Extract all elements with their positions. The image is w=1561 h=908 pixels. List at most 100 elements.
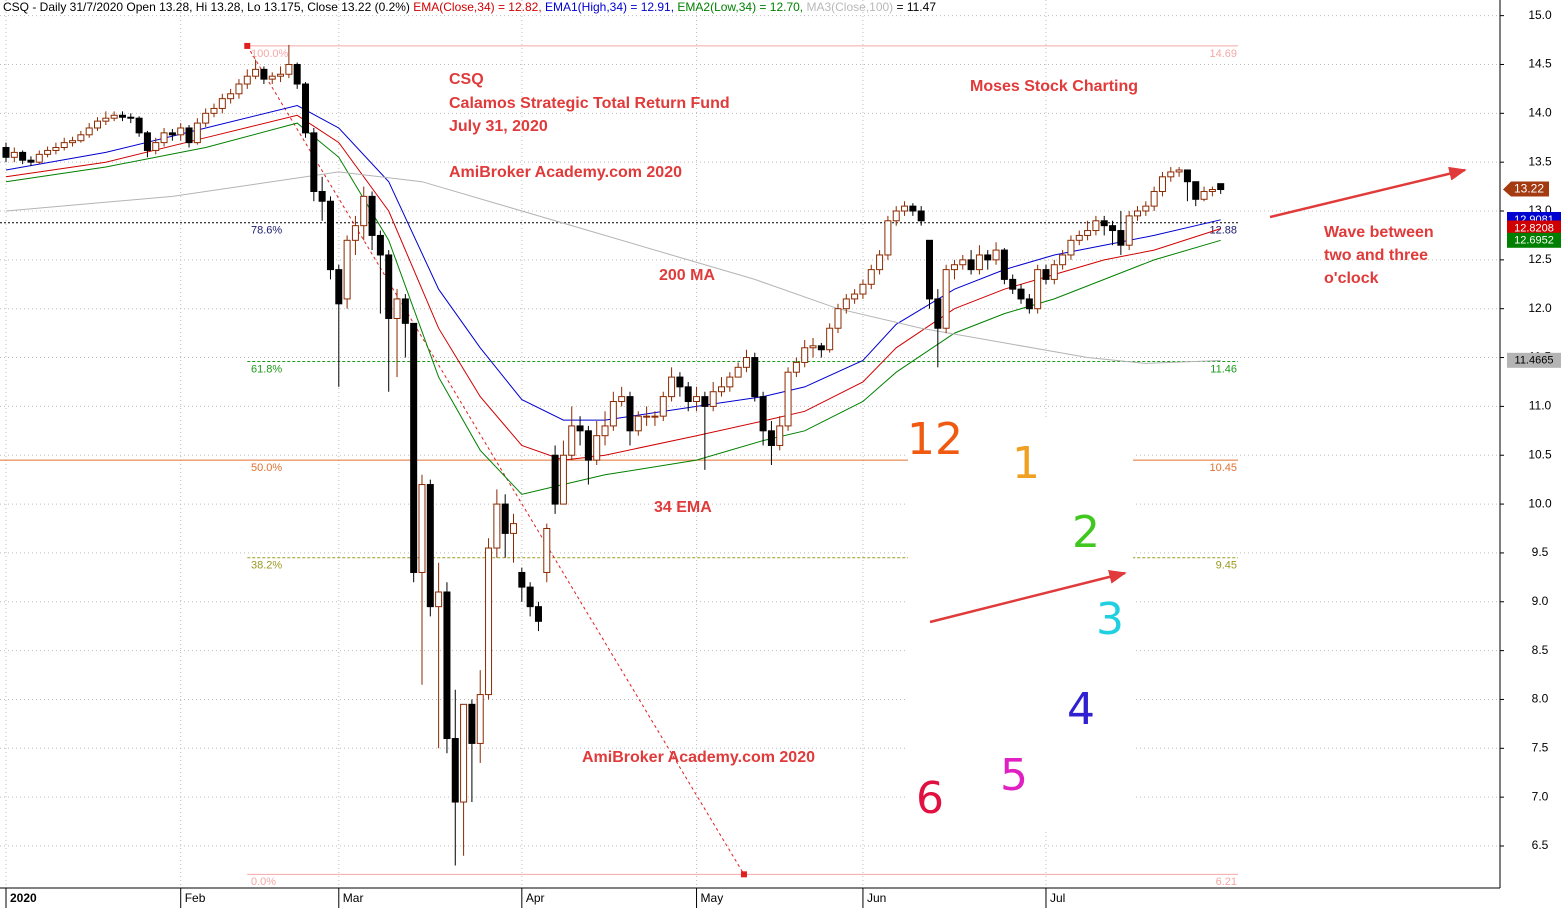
candle-body [426, 484, 434, 608]
candle-body [701, 396, 709, 407]
candle-body [676, 376, 684, 388]
candle-body [310, 132, 318, 192]
fib-value: 14.69 [1209, 48, 1237, 60]
candle-body [285, 63, 293, 75]
candle-body [742, 357, 750, 368]
header: CSQ - Daily 31/7/2020 Open 13.28, Hi 13.… [3, 0, 936, 14]
candle-body [193, 122, 201, 144]
annotation: CSQ [449, 71, 484, 88]
candle-body [1183, 169, 1191, 183]
candle-body [135, 117, 143, 134]
candle-body [493, 503, 501, 549]
candle-body [443, 591, 451, 740]
candle-body [69, 140, 77, 144]
candle-body [351, 225, 359, 241]
y-tick-label: 15.0 [1528, 8, 1552, 22]
candle-body [368, 195, 376, 236]
candle-body [94, 120, 102, 129]
y-tick-label: 12.5 [1528, 252, 1552, 266]
candle-body [767, 430, 775, 446]
candle-body [1217, 183, 1225, 191]
price-badge-label: 12.6952 [1514, 235, 1554, 247]
candle-body [1158, 176, 1166, 192]
candle-body [385, 254, 393, 319]
candle-body [1142, 205, 1150, 212]
fib-percent: 61.8% [251, 363, 282, 375]
candle-body [651, 415, 659, 418]
candle-body [435, 591, 443, 608]
candle-body [584, 430, 592, 461]
candle-body [451, 738, 459, 803]
clock-backdrop [908, 420, 1133, 832]
indicator-line [5, 114, 1221, 461]
candle-body [593, 435, 601, 461]
candle-body [1042, 269, 1050, 280]
candle-body [817, 345, 825, 351]
candle-body [118, 114, 126, 118]
candle-body [177, 127, 185, 136]
candle-body [1100, 220, 1108, 227]
candle-body [185, 127, 193, 144]
y-tick-label: 10.5 [1528, 447, 1552, 461]
candle-body [1067, 239, 1075, 256]
candle-body [518, 571, 526, 588]
fib-percent: 38.2% [251, 560, 282, 572]
candle-body [759, 396, 767, 432]
candle-body [826, 327, 834, 351]
candle-body [926, 239, 934, 300]
fib-percent: 78.6% [251, 225, 282, 237]
candle-body [684, 386, 692, 403]
candle-body [884, 220, 892, 256]
clock-number: 1 [1012, 438, 1040, 489]
candle-body [318, 190, 326, 202]
y-tick-label: 9.0 [1532, 594, 1549, 608]
candle-body [210, 107, 218, 114]
candle-body [543, 528, 551, 573]
candle-body [618, 396, 626, 403]
candle-body [784, 371, 792, 427]
candle-body [1092, 220, 1100, 232]
candle-body [360, 195, 368, 227]
fib-value: 9.45 [1216, 560, 1237, 572]
candle-body [468, 703, 476, 744]
candle-body [568, 425, 576, 456]
candle-body [501, 503, 509, 534]
candle-body [277, 73, 285, 77]
candle-body [851, 293, 859, 300]
price-badge-label: 12.8208 [1514, 222, 1554, 234]
candle-body [751, 357, 759, 398]
y-tick-label: 10.0 [1528, 496, 1552, 510]
grid [0, 0, 1500, 888]
fib-value: 11.46 [1210, 363, 1237, 375]
candle-body [975, 254, 983, 271]
candle-body [892, 210, 900, 222]
annotations: CSQ Calamos Strategic Total Return Fund Ju… [449, 71, 1434, 766]
candle-body [967, 259, 975, 271]
candles [2, 44, 1225, 866]
fib-value: 12.88 [1209, 225, 1237, 237]
candle-body [601, 425, 609, 437]
candle-body [2, 147, 10, 158]
clock-number: 12 [907, 414, 963, 465]
candle-body [1125, 215, 1133, 246]
y-tick-label: 8.5 [1532, 643, 1549, 657]
candle-body [152, 142, 160, 151]
candle-body [867, 269, 875, 285]
candle-body [19, 151, 27, 161]
y-tick-label: 12.0 [1528, 301, 1552, 315]
candle-body [160, 132, 168, 144]
candle-body [1109, 225, 1117, 232]
candle-body [693, 396, 701, 403]
x-tick-label: Jun [867, 891, 886, 905]
header-part: = 11.47 [893, 0, 936, 14]
trendline [246, 45, 745, 875]
y-tick-label: 13.5 [1528, 154, 1552, 168]
candle-body [526, 586, 534, 608]
x-tick-label: Mar [343, 891, 364, 905]
y-tick-label: 9.5 [1532, 545, 1549, 559]
x-tick-label: Apr [526, 891, 545, 905]
candle-body [401, 298, 409, 324]
candle-body [1009, 278, 1017, 290]
